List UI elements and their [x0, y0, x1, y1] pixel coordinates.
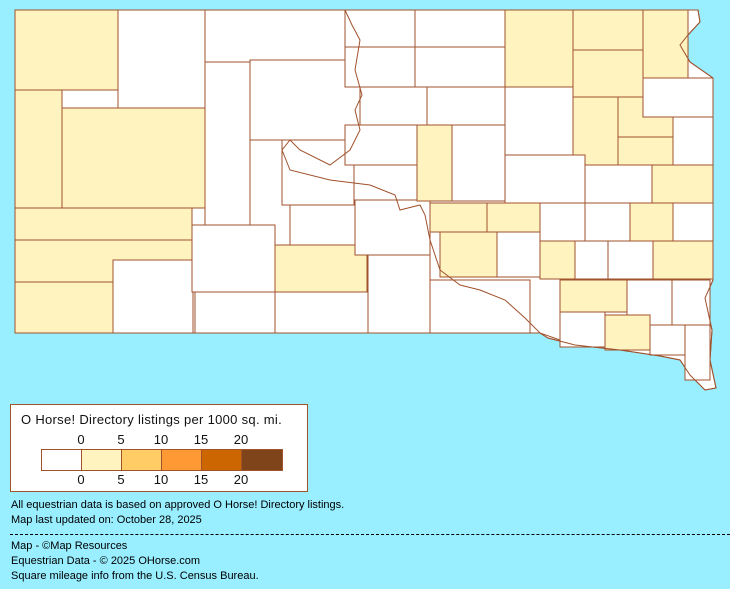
county[interactable] — [204, 61, 251, 226]
county[interactable] — [426, 86, 506, 126]
legend-swatch — [202, 450, 242, 470]
county[interactable] — [204, 9, 346, 63]
legend-tick: 10 — [153, 432, 169, 447]
county[interactable] — [559, 311, 606, 348]
county[interactable] — [14, 89, 63, 209]
legend-tick: 20 — [233, 432, 249, 447]
county[interactable] — [672, 202, 714, 242]
county[interactable] — [604, 314, 651, 351]
county[interactable] — [416, 124, 453, 202]
county[interactable] — [344, 9, 416, 48]
county[interactable] — [617, 136, 674, 166]
legend-swatch — [42, 450, 82, 470]
legend-swatches — [41, 449, 283, 471]
county[interactable] — [112, 259, 194, 334]
county[interactable] — [274, 244, 368, 293]
county[interactable] — [117, 9, 206, 109]
county[interactable] — [584, 202, 631, 242]
legend-tick: 0 — [77, 472, 85, 487]
south-dakota-county-map — [14, 9, 717, 391]
county[interactable] — [496, 231, 541, 278]
data-basis-note: All equestrian data is based on approved… — [11, 499, 345, 511]
county[interactable] — [584, 164, 653, 204]
county[interactable] — [539, 240, 576, 280]
legend-tick: 5 — [117, 472, 125, 487]
census-credit: Square mileage info from the U.S. Census… — [11, 570, 259, 582]
legend-tick: 5 — [117, 432, 125, 447]
county[interactable] — [671, 279, 711, 326]
county[interactable] — [649, 324, 686, 356]
county[interactable] — [14, 281, 114, 334]
county[interactable] — [539, 202, 586, 242]
county[interactable] — [651, 164, 714, 204]
equestrian-data-credit: Equestrian Data - © 2025 OHorse.com — [11, 555, 201, 567]
county[interactable] — [429, 202, 488, 233]
legend-swatch — [82, 450, 122, 470]
legend-tick: 20 — [233, 472, 249, 487]
legend-swatch — [122, 450, 162, 470]
county[interactable] — [344, 46, 416, 88]
county[interactable] — [486, 202, 541, 234]
state-border — [14, 9, 717, 391]
legend-top-ticks: 0 5 10 15 20 — [41, 432, 281, 448]
legend-swatch — [162, 450, 202, 470]
county[interactable] — [572, 9, 644, 51]
county[interactable] — [274, 291, 371, 334]
county[interactable] — [451, 124, 506, 202]
county[interactable] — [61, 107, 206, 209]
legend: O Horse! Directory listings per 1000 sq.… — [10, 404, 308, 492]
county[interactable] — [414, 46, 506, 88]
county[interactable] — [439, 231, 498, 278]
legend-tick: 10 — [153, 472, 169, 487]
county[interactable] — [572, 49, 644, 98]
county[interactable] — [574, 240, 609, 280]
county[interactable] — [642, 77, 714, 118]
county[interactable] — [194, 291, 276, 334]
county[interactable] — [559, 279, 628, 313]
legend-title: O Horse! Directory listings per 1000 sq.… — [21, 412, 283, 427]
county[interactable] — [504, 9, 574, 88]
county[interactable] — [14, 207, 193, 241]
county[interactable] — [504, 154, 586, 204]
legend-bottom-ticks: 0 5 10 15 20 — [41, 472, 281, 488]
county[interactable] — [684, 324, 711, 381]
legend-tick: 15 — [193, 472, 209, 487]
county[interactable] — [289, 204, 356, 246]
county[interactable] — [652, 240, 714, 280]
county[interactable] — [344, 124, 418, 166]
county[interactable] — [672, 116, 714, 166]
county[interactable] — [629, 202, 674, 242]
county[interactable] — [359, 86, 428, 126]
divider — [10, 534, 730, 535]
county[interactable] — [414, 9, 506, 48]
county[interactable] — [572, 96, 619, 166]
county[interactable] — [354, 199, 431, 256]
county[interactable] — [429, 279, 531, 334]
last-updated-note: Map last updated on: October 28, 2025 — [11, 514, 202, 526]
legend-tick: 0 — [77, 432, 85, 447]
map-credit: Map - ©Map Resources — [11, 540, 128, 552]
county[interactable] — [504, 86, 574, 156]
legend-swatch — [242, 450, 282, 470]
legend-tick: 15 — [193, 432, 209, 447]
missouri-river — [281, 9, 561, 341]
county[interactable] — [607, 240, 654, 280]
county[interactable] — [281, 139, 355, 206]
county[interactable] — [191, 224, 276, 293]
county[interactable] — [367, 254, 431, 334]
county[interactable] — [249, 59, 361, 141]
county[interactable] — [14, 9, 119, 91]
